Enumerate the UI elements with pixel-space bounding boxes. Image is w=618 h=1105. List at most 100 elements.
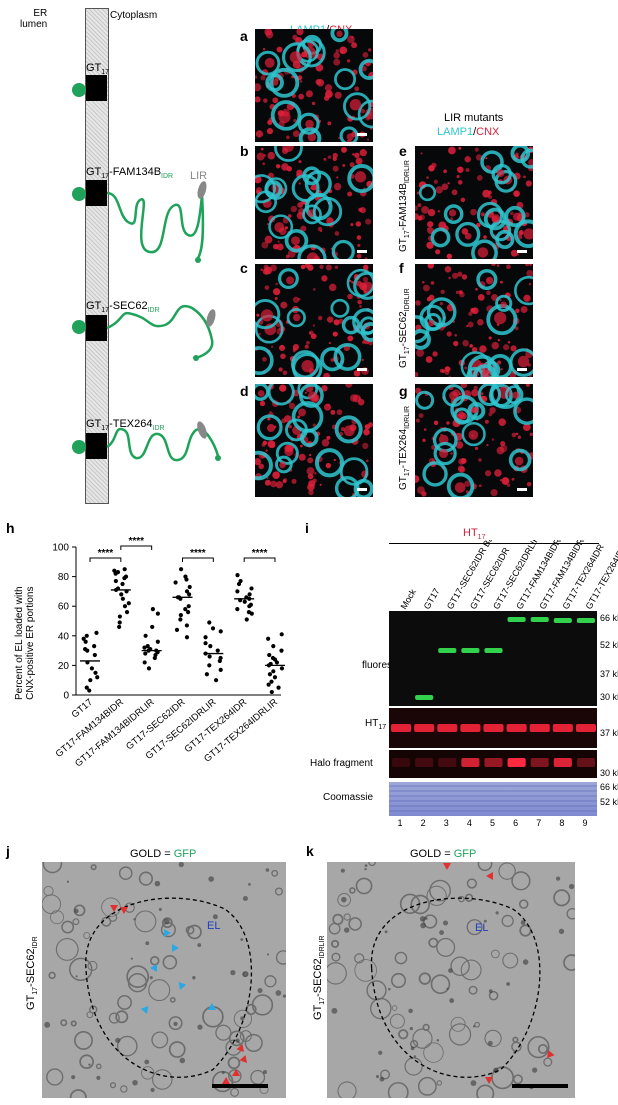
lamp1-ring [339,457,369,486]
em-membrane-structure [410,894,431,915]
em-granule [144,1059,150,1065]
data-point [235,607,240,612]
cnx-signal [419,214,425,221]
data-point [150,607,155,612]
cnx-signal [273,288,281,296]
cnx-signal [435,249,441,255]
x-tick-label: GT17 [70,697,95,721]
micro-image [255,146,373,259]
lamp1-ring [274,146,303,162]
cnx-signal [292,296,300,303]
lamp1-ring [341,315,361,335]
lamp1-ring [286,308,306,328]
lamp1-ring [471,239,498,259]
em-membrane-structure [50,910,64,925]
em-membrane-structure [354,959,377,982]
cnx-signal [511,432,517,438]
cnx-signal [299,80,303,83]
data-point [186,610,191,615]
stain-legend-lir: LAMP1/CNX [437,126,500,138]
em-membrane-structure [169,996,176,1003]
cnx-signal [510,211,514,216]
cnx-signal [491,294,498,301]
scale-bar-k [512,1084,568,1088]
em-membrane-structure [436,1080,443,1086]
em-granule [331,1007,338,1014]
idr-curves [106,181,221,462]
cnx-signal [258,332,261,336]
em-membrane-structure [83,932,91,940]
cnx-signal [517,435,522,439]
lamp1-ring [292,352,323,377]
cnx-signal [349,162,355,168]
em-membrane-structure [477,862,493,872]
em-membrane-structure [42,894,62,914]
em-membrane-structure [141,1066,155,1080]
ht17-band [414,724,435,732]
cnx-signal [293,118,297,123]
cnx-signal [332,333,336,336]
cnx-signal [264,479,271,486]
cnx-signal [446,331,452,337]
lamp1-ring [269,67,300,98]
lane-number: 3 [443,818,449,828]
em-membrane-structure [116,1035,138,1057]
data-point [276,685,281,690]
gold-arrowhead [485,1077,493,1084]
em-membrane-structure [168,1016,183,1031]
cnx-signal [335,49,340,53]
em-membrane-structure [274,887,283,896]
significance-bracket [243,557,276,562]
cnx-signal [483,235,487,239]
cnx-signal [277,240,280,243]
em-membrane-structure [230,1087,240,1097]
em-membrane-structure [448,1023,472,1046]
lamp1-ring [264,180,283,199]
cnx-signal [523,175,526,179]
cnx-signal [275,481,284,489]
data-point [218,629,223,634]
em-membrane-structure [46,1068,64,1086]
cnx-signal [276,46,283,53]
y-tick-label: 20 [58,661,70,672]
cnx-signal [497,338,501,342]
cnx-signal [489,407,496,414]
cnx-signal [499,444,508,453]
cnx-signal [341,146,347,153]
lamp1-ring [476,268,498,291]
kda-37-ht: 37 kDa [600,728,618,738]
cnx-cargo [307,132,316,142]
data-point [272,675,278,680]
panel-label-h: h [6,520,15,536]
cnx-signal [353,369,361,377]
data-point [187,584,192,590]
cnx-signal [292,130,300,138]
cnx-signal [448,146,456,155]
cnx-signal [339,46,348,55]
ht17-band [483,724,504,732]
lamp1-ring [330,298,350,318]
cnx-signal [507,340,511,344]
data-point [203,641,208,646]
cnx-cargo [481,369,491,377]
cnx-signal [307,264,314,271]
cnx-signal [358,207,363,212]
em-granule [75,975,78,978]
data-point [117,624,122,630]
data-point [87,688,92,693]
data-point [145,644,150,649]
data-point [187,592,192,597]
em-granule [44,1021,51,1028]
panel-label-i: i [305,520,309,536]
cnx-signal [426,227,430,230]
cnx-signal [350,223,354,227]
cnx-signal [529,264,532,266]
cnx-signal [309,453,312,457]
cnx-signal [355,221,362,227]
data-point [122,567,127,572]
panel-label-j: j [6,843,10,859]
lamp1-ring [290,350,320,377]
cnx-signal [263,98,268,103]
cnx-signal [286,135,290,140]
data-point [266,682,271,687]
